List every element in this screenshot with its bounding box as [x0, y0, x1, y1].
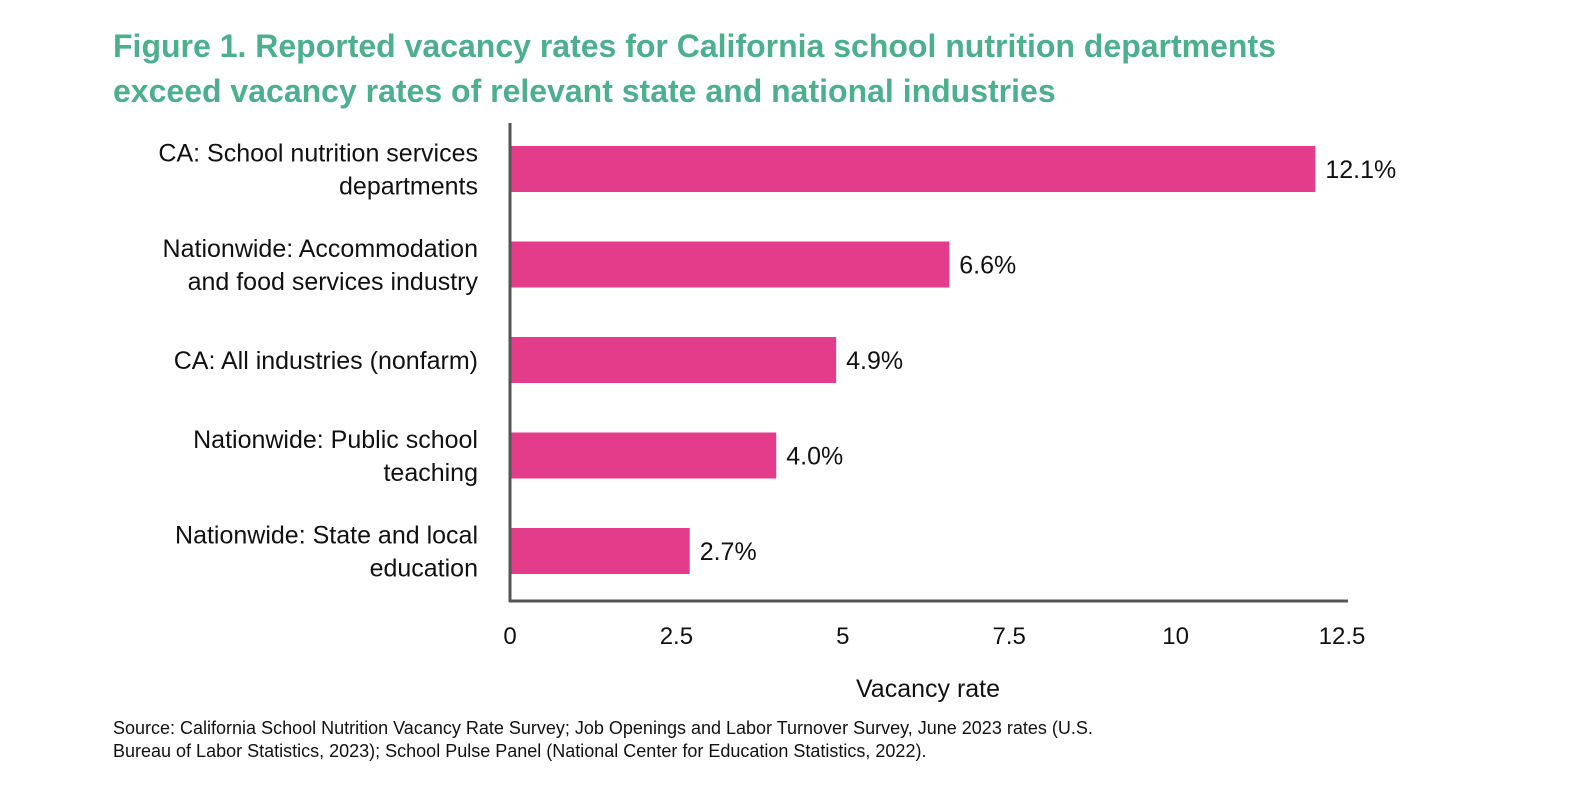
category-label: departments — [339, 173, 478, 201]
chart-title: Figure 1. Reported vacancy rates for Cal… — [113, 24, 1513, 114]
category-label: Nationwide: Public school — [193, 426, 478, 454]
x-axis-title: Vacancy rate — [856, 675, 1000, 703]
category-label: education — [370, 555, 478, 583]
source-line-1: Source: California School Nutrition Vaca… — [113, 718, 1093, 738]
data-label: 4.9% — [846, 347, 903, 375]
x-tick-label: 5 — [836, 623, 849, 650]
category-label: and food services industry — [188, 268, 479, 296]
category-label: CA: All industries (nonfarm) — [174, 347, 478, 375]
data-label: 4.0% — [786, 443, 843, 471]
category-label: teaching — [383, 459, 478, 487]
data-label: 2.7% — [700, 538, 757, 566]
category-label: Nationwide: Accommodation — [163, 235, 478, 263]
x-tick-label: 12.5 — [1319, 623, 1366, 650]
x-tick-label: 0 — [503, 623, 516, 650]
bar — [510, 337, 837, 383]
category-label: Nationwide: State and local — [175, 522, 478, 550]
bar — [510, 432, 777, 479]
x-tick-label: 2.5 — [660, 623, 693, 650]
source-line-2: Bureau of Labor Statistics, 2023); Schoo… — [113, 741, 927, 761]
bar — [510, 528, 690, 574]
source-note: Source: California School Nutrition Vaca… — [113, 717, 1533, 763]
data-label: 12.1% — [1325, 156, 1396, 184]
x-tick-label: 10 — [1162, 623, 1189, 650]
category-label: CA: School nutrition services — [158, 140, 478, 168]
x-tick-label: 7.5 — [993, 623, 1026, 650]
bar — [510, 146, 1316, 192]
data-label: 6.6% — [959, 252, 1016, 280]
bar — [510, 241, 950, 288]
chart-title-line-2: exceed vacancy rates of relevant state a… — [113, 73, 1056, 109]
chart-title-line-1: Figure 1. Reported vacancy rates for Cal… — [113, 28, 1276, 64]
